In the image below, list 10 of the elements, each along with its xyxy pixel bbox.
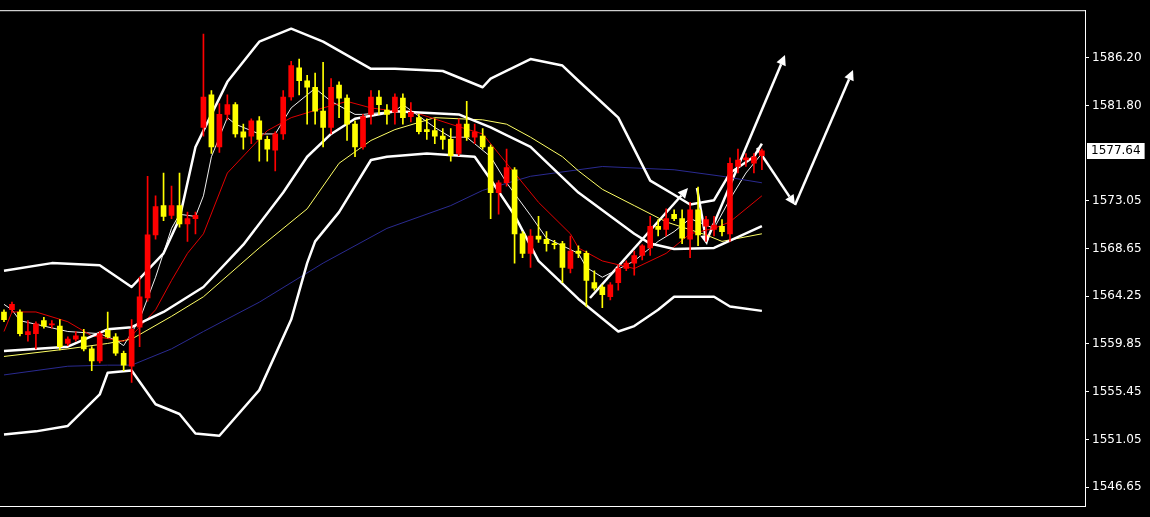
y-tick-label: 1559.85 xyxy=(1092,336,1142,351)
y-tick-label: 1586.20 xyxy=(1092,50,1142,65)
y-tick-label: 1568.65 xyxy=(1092,240,1142,255)
text: 1577.64 xyxy=(1091,143,1141,157)
y-tick-label: 1564.25 xyxy=(1092,288,1142,303)
y-tick-label: 1555.45 xyxy=(1092,383,1142,398)
y-tick-label: 1551.05 xyxy=(1092,431,1142,446)
y-tick-label: 1581.80 xyxy=(1092,97,1142,112)
y-tick-label: 1573.05 xyxy=(1092,192,1142,207)
y-tick-label: 1546.65 xyxy=(1092,479,1142,494)
